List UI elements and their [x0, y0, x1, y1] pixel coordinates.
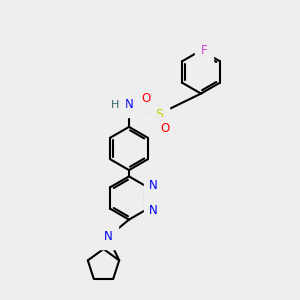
Text: N: N — [149, 179, 158, 192]
Text: S: S — [155, 107, 163, 121]
Text: N: N — [149, 204, 158, 217]
Text: N: N — [124, 98, 134, 112]
Text: H: H — [111, 100, 120, 110]
Text: N: N — [103, 230, 112, 244]
Text: O: O — [141, 92, 150, 106]
Text: O: O — [160, 122, 169, 136]
Text: F: F — [201, 44, 207, 57]
